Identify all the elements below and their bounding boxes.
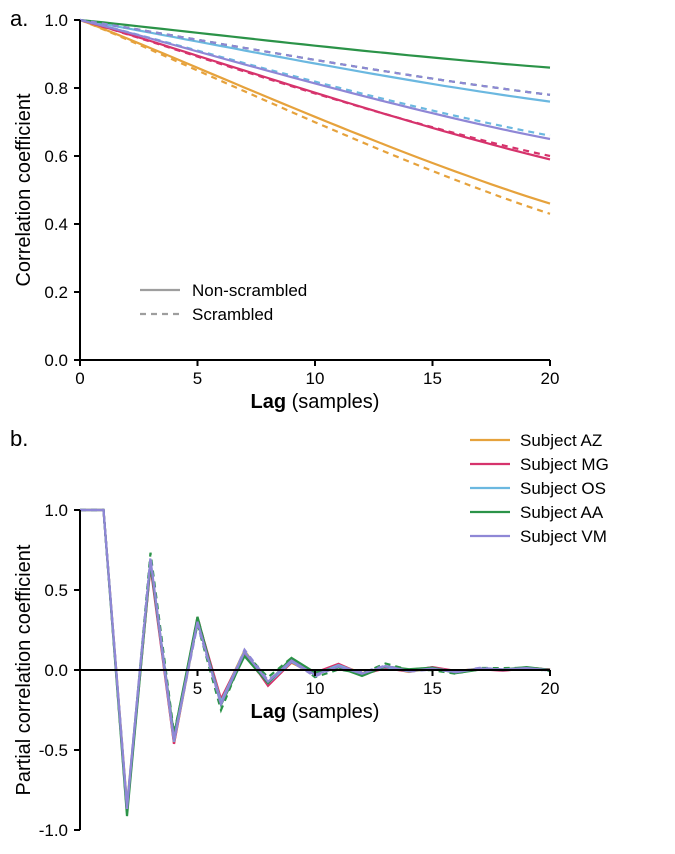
ytick-label: -1.0 — [39, 821, 68, 840]
ytick-label: -0.5 — [39, 741, 68, 760]
panel-a-linetype-legend: Non-scrambled Scrambled — [140, 281, 307, 324]
legend-label-MG: Subject MG — [520, 455, 609, 474]
legend-label-VM: Subject VM — [520, 527, 607, 546]
xtick-label: 10 — [306, 679, 325, 698]
xtick-label: 20 — [541, 679, 560, 698]
ytick-label: 0.8 — [44, 79, 68, 98]
ytick-label: 0.0 — [44, 661, 68, 680]
xtick-label: 0 — [75, 369, 84, 388]
xtick-label: 5 — [193, 369, 202, 388]
xtick-label: 20 — [541, 369, 560, 388]
panel-a-axes: 0.0 0.2 0.4 0.6 0.8 1.0 0 5 10 15 20 Lag (samples) C… — [13, 11, 559, 413]
figure: a. 0.0 0.2 0.4 0.6 0.8 1.0 0 5 10 15 20 Lag (samples… — [0, 0, 675, 854]
x-axis-label: Lag (samples) — [251, 701, 380, 723]
ytick-label: 1.0 — [44, 501, 68, 520]
ytick-label: 1.0 — [44, 11, 68, 30]
ytick-label: 0.6 — [44, 147, 68, 166]
x-axis-label: Lag (samples) — [251, 391, 380, 413]
subject-legend: Subject AZ Subject MG Subject OS Subject AA… — [470, 431, 609, 546]
legend-scrambled: Scrambled — [192, 305, 273, 324]
legend-label-OS: Subject OS — [520, 479, 606, 498]
xtick-label: 10 — [306, 369, 325, 388]
series-AA-dashed — [80, 510, 550, 812]
ytick-label: 0.5 — [44, 581, 68, 600]
xtick-label: 5 — [193, 679, 202, 698]
panel-a-label: a. — [10, 6, 28, 31]
ytick-label: 0.2 — [44, 283, 68, 302]
legend-nonscrambled: Non-scrambled — [192, 281, 307, 300]
legend-label-AZ: Subject AZ — [520, 431, 602, 450]
xtick-label: 15 — [423, 679, 442, 698]
series-AZ_solid — [80, 20, 550, 204]
ytick-label: 0.0 — [44, 351, 68, 370]
y-axis-label: Partial correlation coefficient — [13, 544, 35, 795]
panel-b-series — [80, 510, 550, 816]
y-axis-label: Correlation coefficient — [13, 93, 35, 287]
ytick-label: 0.4 — [44, 215, 68, 234]
panel-b-label: b. — [10, 426, 28, 451]
panel-a-series — [80, 20, 550, 214]
series-MG_solid — [80, 20, 550, 159]
series-OS_dashed — [80, 20, 550, 136]
panel-b-axes: -1.0 -0.5 0.0 0.5 1.0 5 10 15 20 Lag (samples) Par… — [13, 501, 559, 840]
series-AA_solid — [80, 20, 550, 68]
xtick-label: 15 — [423, 369, 442, 388]
legend-label-AA: Subject AA — [520, 503, 604, 522]
